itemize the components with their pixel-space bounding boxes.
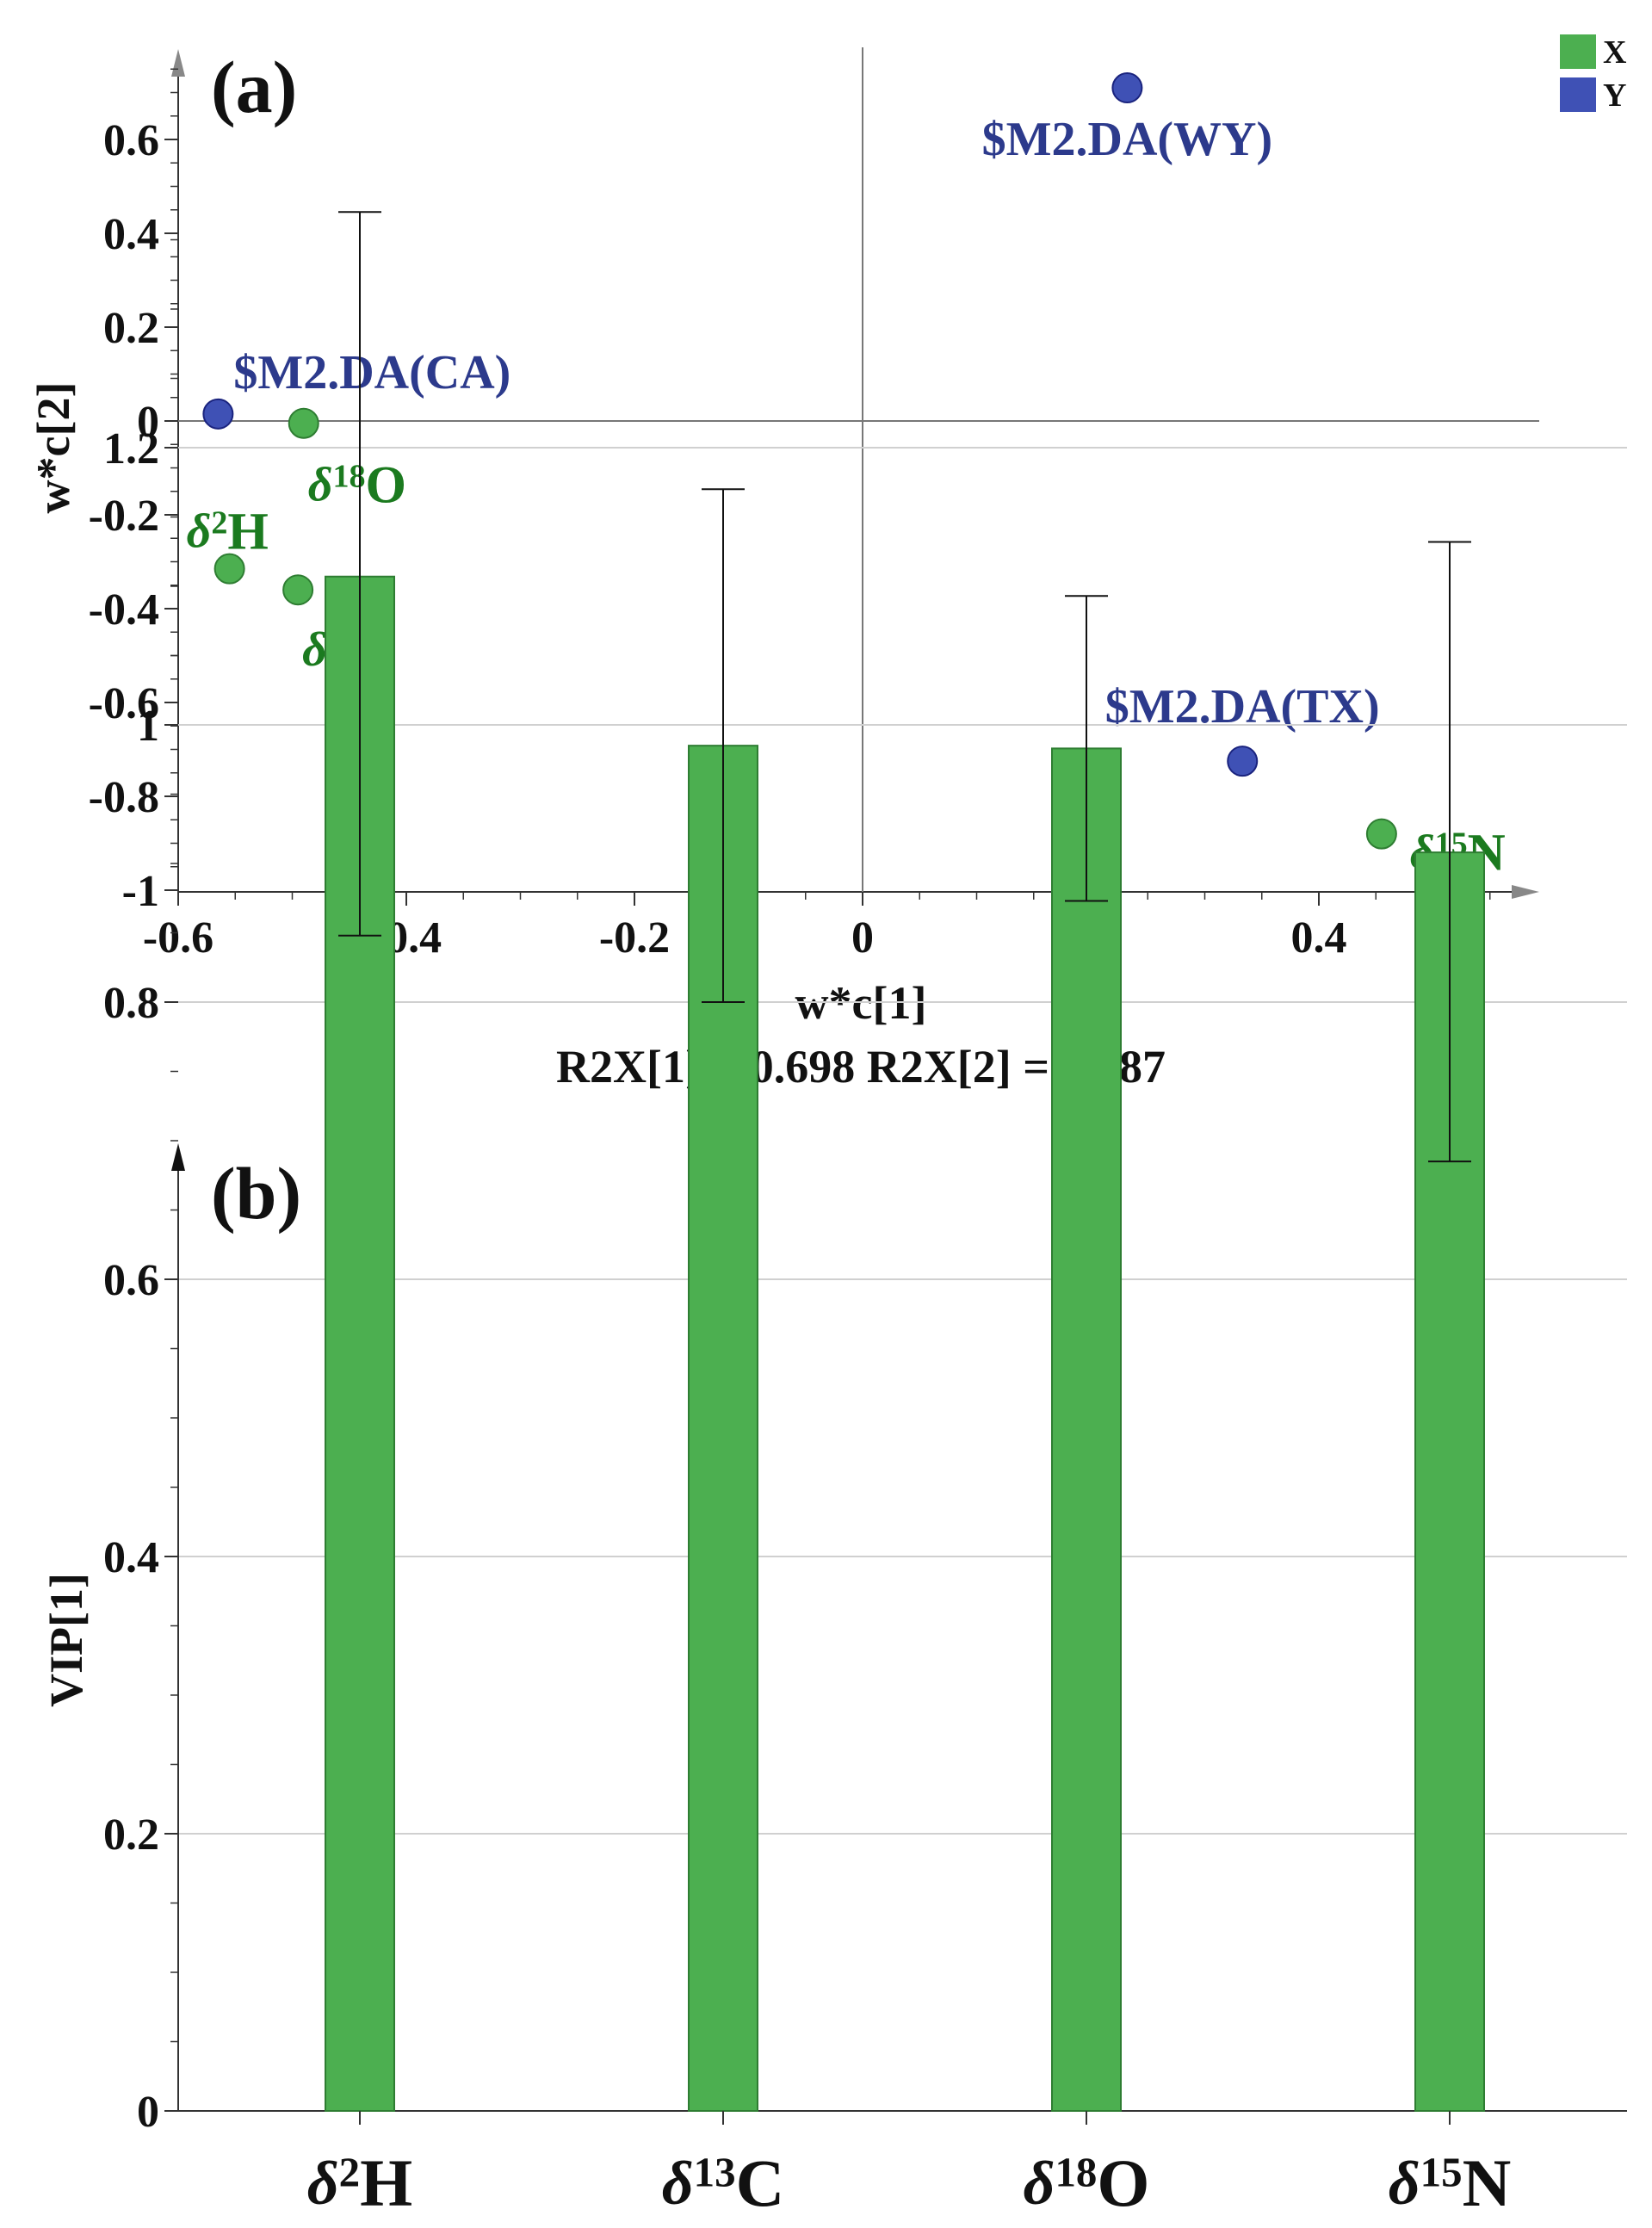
panel-label-b: (b) <box>211 1152 301 1235</box>
y-axis-arrow <box>171 49 185 77</box>
label-x-18O-delta: δ <box>308 459 333 512</box>
y-tick-label: -0.4 <box>89 585 159 634</box>
legend-swatch-y <box>1560 77 1596 112</box>
x-tick-label: -0.2 <box>599 913 670 962</box>
x-tick-label-13C-elem: C <box>736 2145 785 2220</box>
label-x-2H-sup: 2 <box>211 505 227 542</box>
y-tick-label: -0.2 <box>89 492 159 541</box>
label-x-2H-delta: δ <box>187 505 212 559</box>
y-tick-label: -0.8 <box>89 773 159 822</box>
x-tick-label-15N-delta: δ <box>1389 2149 1420 2218</box>
label-y-0: $M2.DA(CA) <box>233 346 510 399</box>
label-y-1: $M2.DA(WY) <box>982 113 1272 166</box>
y-axis-title: VIP[1] <box>40 1573 92 1707</box>
y-tick-label: 0.6 <box>103 116 159 165</box>
y-tick-label: 0.4 <box>103 210 159 259</box>
y-axis-title: w*c[2] <box>28 382 79 514</box>
y-tick-label: 0 <box>137 398 159 447</box>
x-tick-label-18O: δ18O <box>1024 2145 1150 2220</box>
x-tick-label-15N-sup: 15 <box>1420 2148 1463 2195</box>
y-tick-label: 0.2 <box>103 304 159 353</box>
x-tick-label-15N: δ15N <box>1389 2145 1512 2220</box>
x-tick-label-13C-delta: δ <box>662 2149 694 2218</box>
x-tick-label-13C: δ13C <box>662 2145 785 2220</box>
x-tick-label-2H-sup: 2 <box>339 2148 360 2195</box>
label-x-18O-elem: O <box>366 456 406 514</box>
legend-label-x: X <box>1603 34 1626 71</box>
label-x-18O: δ18O <box>308 456 406 514</box>
x-axis-arrow <box>1512 885 1539 899</box>
x-tick-label-2H-elem: H <box>360 2145 412 2220</box>
legend-label-y: Y <box>1603 77 1626 114</box>
x-tick-label-18O-sup: 18 <box>1055 2148 1097 2195</box>
point-x-15N <box>1365 818 1397 850</box>
y-tick-label: 0.6 <box>103 1256 159 1305</box>
label-x-13C-delta: δ <box>302 623 327 677</box>
y-tick-label: 1 <box>137 702 159 751</box>
label-x-2H-elem: H <box>227 503 268 560</box>
legend-swatch-x <box>1560 34 1596 69</box>
point-x-13C <box>282 574 314 606</box>
x-tick-label: -0.6 <box>143 913 213 962</box>
point-x-2H <box>213 553 245 585</box>
scatter-panel-a: -0.6-0.4-0.200.20.40.60.40.20-0.2-0.4-0.… <box>28 34 1626 1092</box>
x-tick-label-13C-sup: 13 <box>694 2148 736 2195</box>
x-tick-label-2H: δ2H <box>307 2145 412 2220</box>
y-tick-label: 0 <box>137 2088 159 2137</box>
y-tick-label: 0.4 <box>103 1533 159 1582</box>
point-y-2 <box>1227 746 1259 777</box>
bar-18O <box>1051 747 1122 2112</box>
y-tick-label: 0.8 <box>103 979 159 1028</box>
point-y-0 <box>202 398 234 430</box>
y-tick-label: 0.2 <box>103 1810 159 1860</box>
x-tick-label-15N-elem: N <box>1463 2145 1512 2220</box>
point-y-1 <box>1111 72 1143 104</box>
y-tick-label: 1.2 <box>103 424 159 473</box>
point-x-18O <box>288 407 319 439</box>
x-tick-label-18O-delta: δ <box>1024 2149 1055 2218</box>
label-x-2H: δ2H <box>187 503 269 560</box>
x-tick-label-2H-delta: δ <box>307 2149 339 2218</box>
panel-label-a: (a) <box>211 46 297 128</box>
x-tick-label: 0 <box>851 913 874 962</box>
y-axis-arrow <box>171 1143 185 1171</box>
y-tick-label: -0.6 <box>89 679 159 728</box>
y-tick-label: -1 <box>122 867 159 916</box>
x-tick-label: 0.4 <box>1291 913 1347 962</box>
x-tick-label-18O-elem: O <box>1097 2145 1149 2220</box>
